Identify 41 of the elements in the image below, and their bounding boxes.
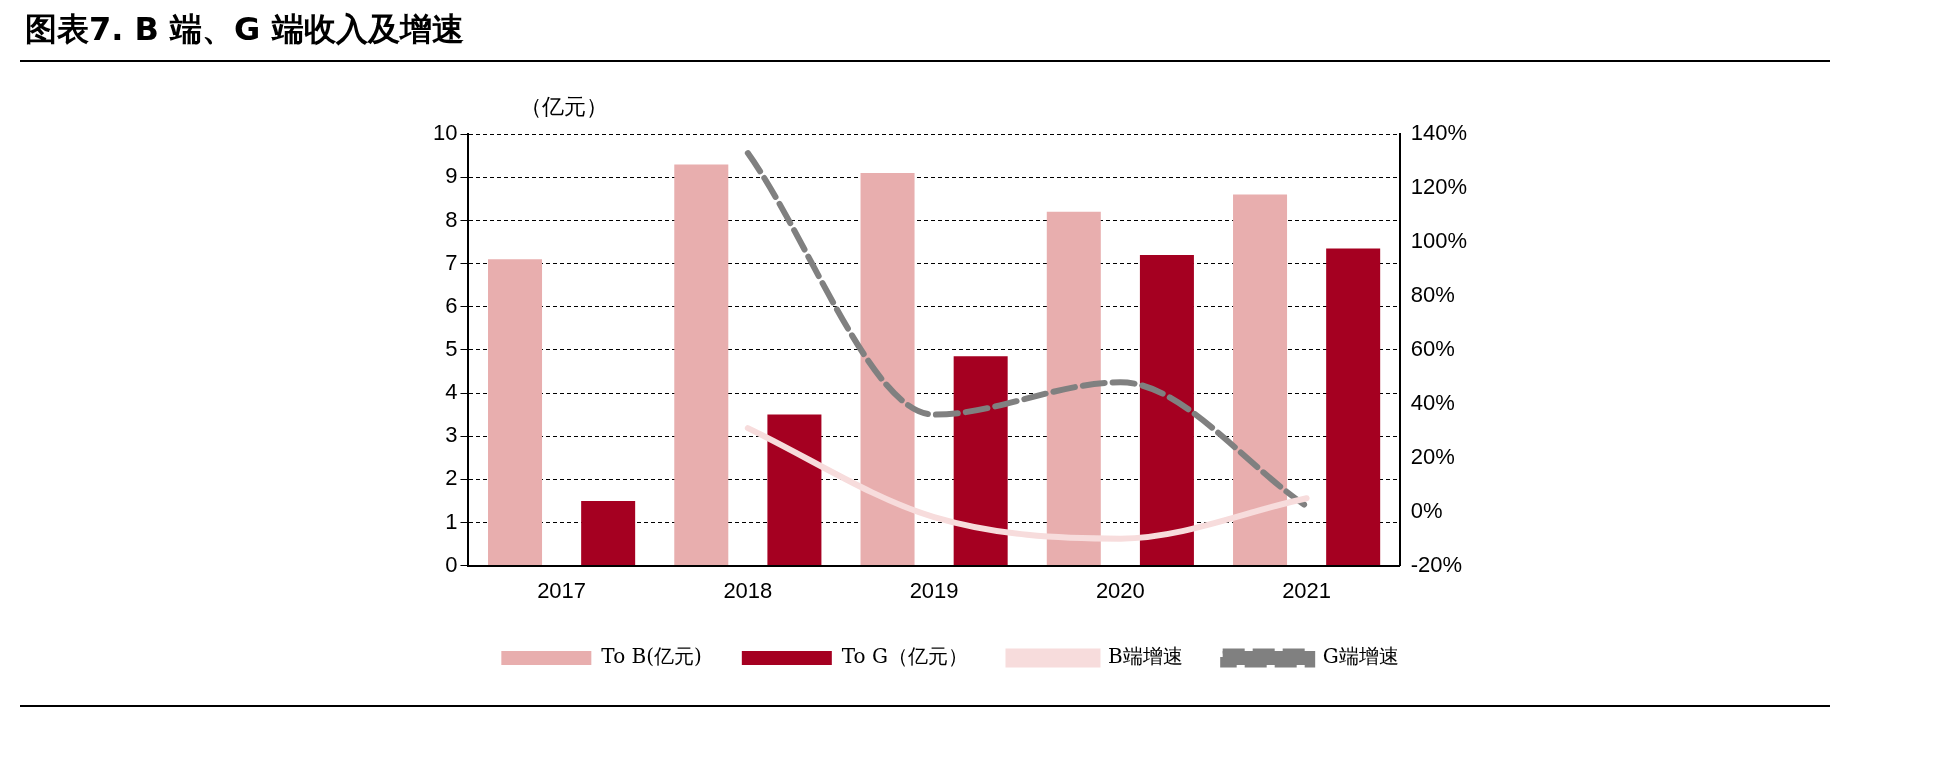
bar [767, 414, 822, 566]
legend-label: To G（亿元） [841, 644, 968, 669]
y-tick-label: 6 [445, 292, 458, 318]
y-tick-label: 7 [445, 249, 458, 275]
chart-title: 图表7. B 端、G 端收入及增速 [25, 9, 464, 50]
x-tick-label: 2021 [1282, 577, 1332, 603]
bar [581, 500, 636, 566]
y2-tick-label: 120% [1410, 174, 1468, 200]
y-tick-label: 5 [445, 335, 458, 361]
bar [1233, 194, 1288, 566]
bar [488, 259, 543, 566]
legend-label: B端增速 [1107, 644, 1183, 669]
y-axis-title: （亿元） [520, 93, 608, 121]
y-tick-label: 3 [445, 422, 458, 448]
x-tick-label: 2020 [1095, 577, 1145, 603]
y2-tick-label: 0% [1410, 497, 1443, 523]
x-tick-label: 2019 [909, 577, 959, 603]
y2-tick-label: 20% [1410, 443, 1455, 469]
bar [1139, 254, 1194, 566]
y2-tick-label: 80% [1410, 282, 1455, 308]
bar [1046, 211, 1101, 566]
y-tick-label: 8 [445, 206, 458, 232]
y-tick-label: 10 [432, 120, 458, 146]
y-tick-label: 2 [445, 465, 458, 491]
legend-label: To B(亿元) [601, 644, 702, 669]
y-tick-label: 0 [445, 551, 458, 577]
bar [1326, 248, 1381, 566]
y-tick-label: 1 [445, 508, 458, 534]
y-tick-label: 4 [445, 379, 458, 405]
y-tick-label: 9 [445, 163, 458, 189]
x-tick-label: 2017 [537, 577, 587, 603]
x-tick-label: 2018 [723, 577, 773, 603]
y2-tick-label: 140% [1410, 120, 1468, 146]
y2-tick-label: 100% [1410, 228, 1468, 254]
bar [674, 164, 729, 566]
bar [860, 173, 915, 566]
y2-tick-label: 60% [1410, 335, 1455, 361]
y2-tick-label: 40% [1410, 389, 1455, 415]
legend-label: G端增速 [1322, 644, 1399, 669]
bar [953, 356, 1008, 566]
y2-tick-label: -20% [1410, 551, 1463, 577]
